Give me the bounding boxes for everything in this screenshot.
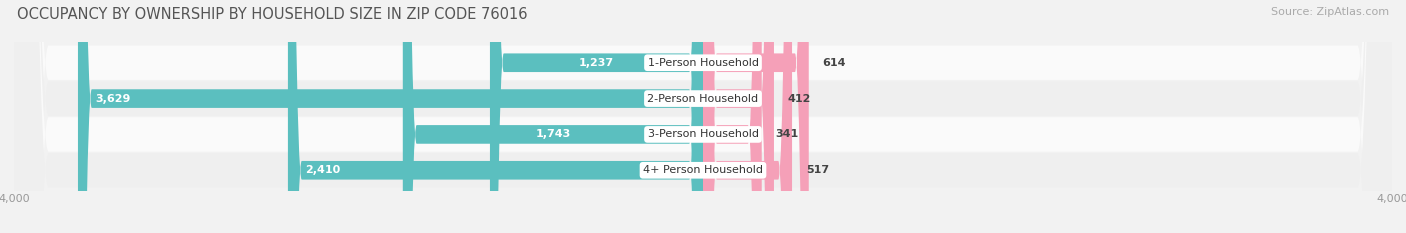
Text: 1-Person Household: 1-Person Household [648,58,758,68]
Text: 341: 341 [776,129,799,139]
Text: OCCUPANCY BY OWNERSHIP BY HOUSEHOLD SIZE IN ZIP CODE 76016: OCCUPANCY BY OWNERSHIP BY HOUSEHOLD SIZE… [17,7,527,22]
Text: 1,237: 1,237 [579,58,614,68]
FancyBboxPatch shape [14,0,1392,233]
FancyBboxPatch shape [703,0,792,233]
FancyBboxPatch shape [77,0,703,233]
Text: 2,410: 2,410 [305,165,340,175]
Text: 412: 412 [787,94,811,104]
FancyBboxPatch shape [703,0,762,233]
Text: 614: 614 [823,58,846,68]
FancyBboxPatch shape [14,0,1392,233]
Text: 517: 517 [806,165,830,175]
FancyBboxPatch shape [402,0,703,233]
FancyBboxPatch shape [14,0,1392,233]
FancyBboxPatch shape [489,0,703,233]
Text: 3-Person Household: 3-Person Household [648,129,758,139]
Text: 1,743: 1,743 [536,129,571,139]
FancyBboxPatch shape [14,0,1392,233]
Text: 4+ Person Household: 4+ Person Household [643,165,763,175]
FancyBboxPatch shape [288,0,703,233]
FancyBboxPatch shape [703,0,808,233]
Text: Source: ZipAtlas.com: Source: ZipAtlas.com [1271,7,1389,17]
FancyBboxPatch shape [703,0,773,233]
Text: 2-Person Household: 2-Person Household [647,94,759,104]
Text: 3,629: 3,629 [96,94,131,104]
